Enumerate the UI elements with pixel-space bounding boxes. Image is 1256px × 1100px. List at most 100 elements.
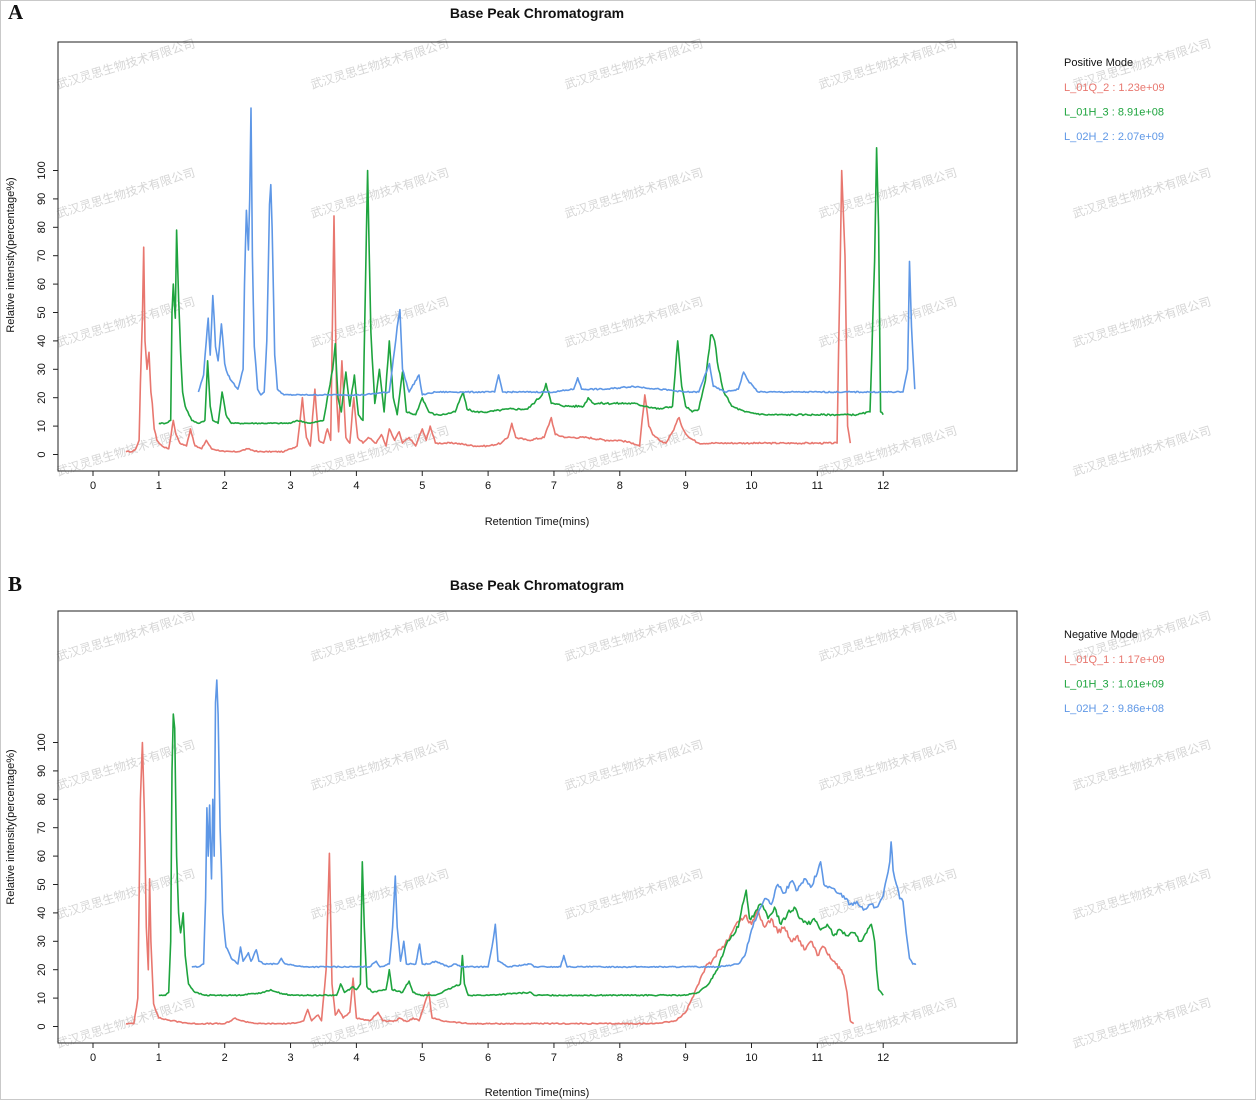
x-axis-label: Retention Time(mins) — [485, 516, 590, 528]
watermark-text: 武汉灵思生物技术有限公司 — [1071, 423, 1213, 478]
x-tick-label: 3 — [287, 480, 293, 492]
y-tick-label: 0 — [36, 451, 48, 457]
series-line — [125, 169, 852, 453]
x-tick-label: 4 — [353, 1052, 359, 1064]
series-line — [158, 713, 884, 997]
watermark-layer: 武汉灵思生物技术有限公司 武汉灵思生物技术有限公司 武汉灵思生物技术有限公司 武汉灵思… — [55, 36, 1213, 1050]
watermark-text: 武汉灵思生物技术有限公司 — [563, 737, 705, 792]
watermark-text: 武汉灵思生物技术有限公司 — [55, 165, 197, 220]
legend-entry: L_01Q_2 : 1.23e+09 — [1064, 82, 1165, 94]
watermark-text: 武汉灵思生物技术有限公司 — [817, 165, 959, 220]
x-tick-label: 11 — [812, 480, 823, 492]
x-tick-label: 4 — [353, 480, 359, 492]
panel-a: A Base Peak Chromatogram 0 1 2 3 4 5 6 7 8 9 10 11 1… — [5, 0, 1165, 528]
watermark-text: 武汉灵思生物技术有限公司 — [563, 165, 705, 220]
chart-title: Base Peak Chromatogram — [450, 5, 624, 21]
panel-label: A — [8, 0, 24, 24]
legend-entry: L_01H_3 : 8.91e+08 — [1064, 107, 1164, 119]
panel-label: B — [8, 572, 22, 596]
x-tick-label: 7 — [551, 480, 557, 492]
y-tick-label: 30 — [36, 935, 48, 947]
watermark-text: 武汉灵思生物技术有限公司 — [1071, 995, 1213, 1050]
x-tick-label: 10 — [745, 1052, 757, 1064]
y-tick-label: 80 — [36, 221, 48, 233]
plot-area-box — [57, 41, 1018, 472]
watermark-text: 武汉灵思生物技术有限公司 — [1071, 294, 1213, 349]
x-tick-label: 12 — [877, 1052, 889, 1064]
legend: L_01Q_1 : 1.17e+09 L_01H_3 : 1.01e+09 L_02… — [1064, 654, 1165, 715]
y-tick-label: 10 — [36, 992, 48, 1004]
watermark-text: 武汉灵思生物技术有限公司 — [55, 866, 197, 921]
x-tick-label: 0 — [90, 480, 96, 492]
watermark-text: 武汉灵思生物技术有限公司 — [817, 737, 959, 792]
x-tick-label: 0 — [90, 1052, 96, 1064]
watermark-text: 武汉灵思生物技术有限公司 — [309, 608, 451, 663]
watermark-text: 武汉灵思生物技术有限公司 — [309, 737, 451, 792]
watermark-text: 武汉灵思生物技术有限公司 — [1071, 866, 1213, 921]
y-tick-label: 90 — [36, 765, 48, 777]
watermark-text: 武汉灵思生物技术有限公司 — [55, 36, 197, 91]
y-tick-label: 90 — [36, 193, 48, 205]
chart-title: Base Peak Chromatogram — [450, 577, 624, 593]
legend-entry: L_01Q_1 : 1.17e+09 — [1064, 654, 1165, 666]
legend: L_01Q_2 : 1.23e+09 L_01H_3 : 8.91e+08 L_02… — [1064, 82, 1165, 143]
x-tick-label: 10 — [745, 480, 757, 492]
watermark-text: 武汉灵思生物技术有限公司 — [563, 608, 705, 663]
watermark-text: 武汉灵思生物技术有限公司 — [55, 608, 197, 663]
y-tick-label: 50 — [36, 878, 48, 890]
y-tick-label: 70 — [36, 250, 48, 262]
watermark-text: 武汉灵思生物技术有限公司 — [1071, 165, 1213, 220]
legend-entry: L_02H_2 : 2.07e+09 — [1064, 131, 1164, 143]
y-axis-label: Relative intensity(percentage%) — [5, 177, 17, 332]
x-tick-label: 2 — [222, 480, 228, 492]
y-tick-label: 60 — [36, 850, 48, 862]
y-tick-label: 70 — [36, 822, 48, 834]
y-tick-label: 10 — [36, 420, 48, 432]
y-tick-label: 100 — [36, 161, 48, 179]
watermark-text: 武汉灵思生物技术有限公司 — [309, 36, 451, 91]
x-tick-label: 6 — [485, 1052, 491, 1064]
y-tick-label: 60 — [36, 278, 48, 290]
x-tick-label: 1 — [156, 1052, 162, 1064]
plot-area-box — [57, 610, 1018, 1044]
watermark-text: 武汉灵思生物技术有限公司 — [563, 36, 705, 91]
y-tick-label: 40 — [36, 335, 48, 347]
legend-title: Positive Mode — [1064, 57, 1133, 69]
x-tick-label: 8 — [617, 1052, 623, 1064]
watermark-text: 武汉灵思生物技术有限公司 — [309, 294, 451, 349]
y-tick-label: 20 — [36, 964, 48, 976]
legend-entry: L_01H_3 : 1.01e+09 — [1064, 679, 1164, 691]
series-layer — [125, 679, 917, 1025]
x-tick-label: 2 — [222, 1052, 228, 1064]
y-tick-label: 0 — [36, 1023, 48, 1029]
y-tick-label: 40 — [36, 907, 48, 919]
watermark-text: 武汉灵思生物技术有限公司 — [817, 36, 959, 91]
x-tick-label: 9 — [683, 480, 689, 492]
series-line — [125, 741, 855, 1025]
x-tick-label: 8 — [617, 480, 623, 492]
watermark-text: 武汉灵思生物技术有限公司 — [563, 294, 705, 349]
x-tick-label: 5 — [419, 480, 425, 492]
watermark-text: 武汉灵思生物技术有限公司 — [1071, 737, 1213, 792]
panel-b: B Base Peak Chromatogram 0 1 2 3 4 5 6 7 8 9 10 11 1… — [5, 572, 1165, 1099]
x-tick-label: 12 — [877, 480, 889, 492]
x-tick-label: 5 — [419, 1052, 425, 1064]
y-tick-label: 30 — [36, 363, 48, 375]
x-axis-label: Retention Time(mins) — [485, 1087, 590, 1099]
y-axis-label: Relative intensity(percentage%) — [5, 749, 17, 904]
y-tick-label: 50 — [36, 306, 48, 318]
x-tick-label: 1 — [156, 480, 162, 492]
watermark-text: 武汉灵思生物技术有限公司 — [309, 165, 451, 220]
legend-title: Negative Mode — [1064, 629, 1138, 641]
legend-entry: L_02H_2 : 9.86e+08 — [1064, 703, 1164, 715]
x-tick-label: 9 — [683, 1052, 689, 1064]
y-tick-label: 80 — [36, 793, 48, 805]
x-tick-label: 11 — [812, 1052, 823, 1064]
x-tick-label: 7 — [551, 1052, 557, 1064]
x-tick-label: 3 — [287, 1052, 293, 1064]
y-tick-label: 20 — [36, 392, 48, 404]
watermark-text: 武汉灵思生物技术有限公司 — [817, 608, 959, 663]
